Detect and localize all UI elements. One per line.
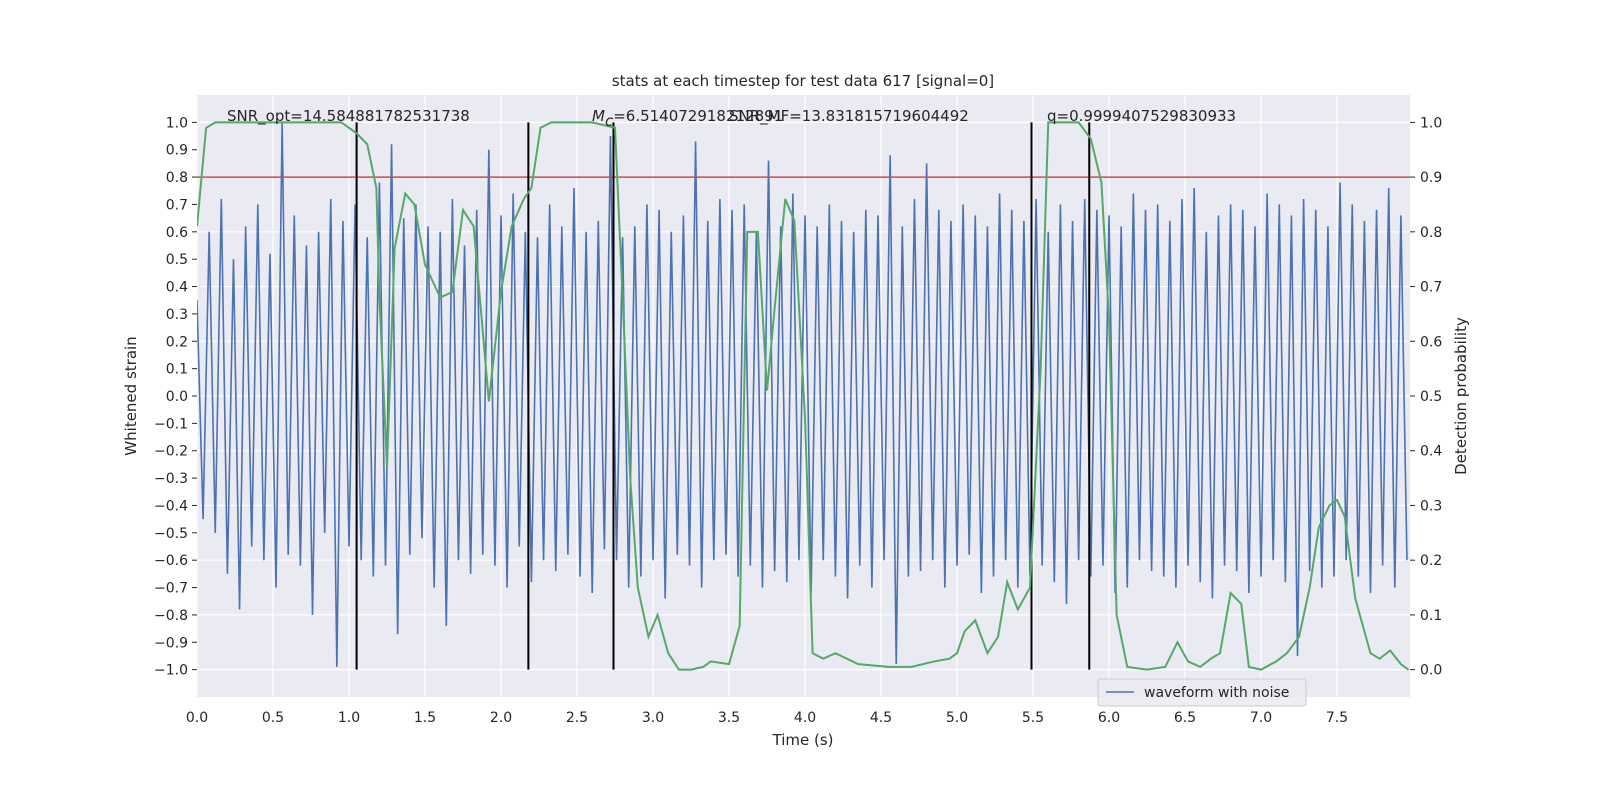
y-tick-label: 0.3 [166,307,188,323]
y-tick-label: 0.1 [166,362,188,378]
y-tick-label: −0.1 [154,416,188,432]
y-tick-label: −0.5 [154,526,188,542]
y-tick-label: 0.9 [166,143,188,159]
plot-area [197,121,1410,671]
waveform-line [197,122,1408,667]
annotation-text: q=0.9999407529830933 [1047,107,1236,125]
y2-tick-label: 0.0 [1420,663,1442,679]
chart-title: stats at each timestep for test data 617… [612,72,994,90]
y2-tick-label: 0.4 [1420,444,1442,460]
y-tick-label: 0.4 [166,280,188,296]
x-axis-label: Time (s) [772,731,834,749]
x-tick-label: 1.0 [338,710,360,726]
annotation: SNR_MF=13.831815719604492 [729,107,969,126]
y-tick-label: −0.8 [154,608,188,624]
y-tick-label: −0.3 [154,471,188,487]
x-tick-label: 2.0 [490,710,512,726]
x-tick-label: 1.5 [414,710,436,726]
y2-tick-label: 0.6 [1420,334,1442,350]
x-tick-label: 2.5 [566,710,588,726]
y2-tick-label: 0.5 [1420,389,1442,405]
y2-tick-label: 0.9 [1420,170,1442,186]
x-tick-label: 6.0 [1098,710,1120,726]
y2-tick-label: 0.8 [1420,225,1442,241]
y-tick-label: 1.0 [166,115,188,131]
y2-tick-label: 1.0 [1420,115,1442,131]
x-tick-label: 5.5 [1022,710,1044,726]
x-tick-label: 0.0 [186,710,208,726]
y2-tick-label: 0.2 [1420,553,1442,569]
legend-label: waveform with noise [1144,685,1289,701]
y-tick-label: −0.2 [154,444,188,460]
y-tick-label: −0.9 [154,635,188,651]
x-tick-label: 3.0 [642,710,664,726]
annotation: SNR_opt=14.584881782531738 [227,107,470,126]
y-tick-label: 0.0 [166,389,188,405]
annotation: q=0.9999407529830933 [1047,107,1236,125]
annotation-text: =6.514072918212891 [613,107,783,125]
x-tick-label: 0.5 [262,710,284,726]
annotation-text: SNR_MF=13.831815719604492 [729,107,969,126]
y-axis-label: Whitened strain [122,336,140,455]
y2-tick-label: 0.1 [1420,608,1442,624]
x-tick-label: 6.5 [1174,710,1196,726]
y2-axis-label: Detection probability [1452,317,1470,475]
y2-tick-label: 0.3 [1420,498,1442,514]
y-tick-label: 0.7 [166,197,188,213]
y-tick-label: 0.6 [166,225,188,241]
x-tick-label: 7.0 [1250,710,1272,726]
x-tick-label: 5.0 [946,710,968,726]
annotation-subscript: c [605,112,614,130]
y-tick-label: −0.6 [154,553,188,569]
y-tick-label: 0.2 [166,334,188,350]
y-tick-label: 0.5 [166,252,188,268]
probability-line [197,121,1410,671]
y-tick-label: −0.7 [154,581,188,597]
x-tick-label: 3.5 [718,710,740,726]
annotation: Mc=6.514072918212891 [592,107,783,130]
legend-box [1097,678,1307,707]
y2-tick-label: 0.7 [1420,280,1442,296]
x-tick-label: 4.0 [794,710,816,726]
y-tick-label: 0.8 [166,170,188,186]
y-tick-label: −0.4 [154,498,188,514]
annotation-symbol: M [592,107,605,125]
x-tick-label: 4.5 [870,710,892,726]
x-tick-label: 7.5 [1326,710,1348,726]
annotation-text: SNR_opt=14.584881782531738 [227,107,470,126]
y-tick-label: −1.0 [154,663,188,679]
